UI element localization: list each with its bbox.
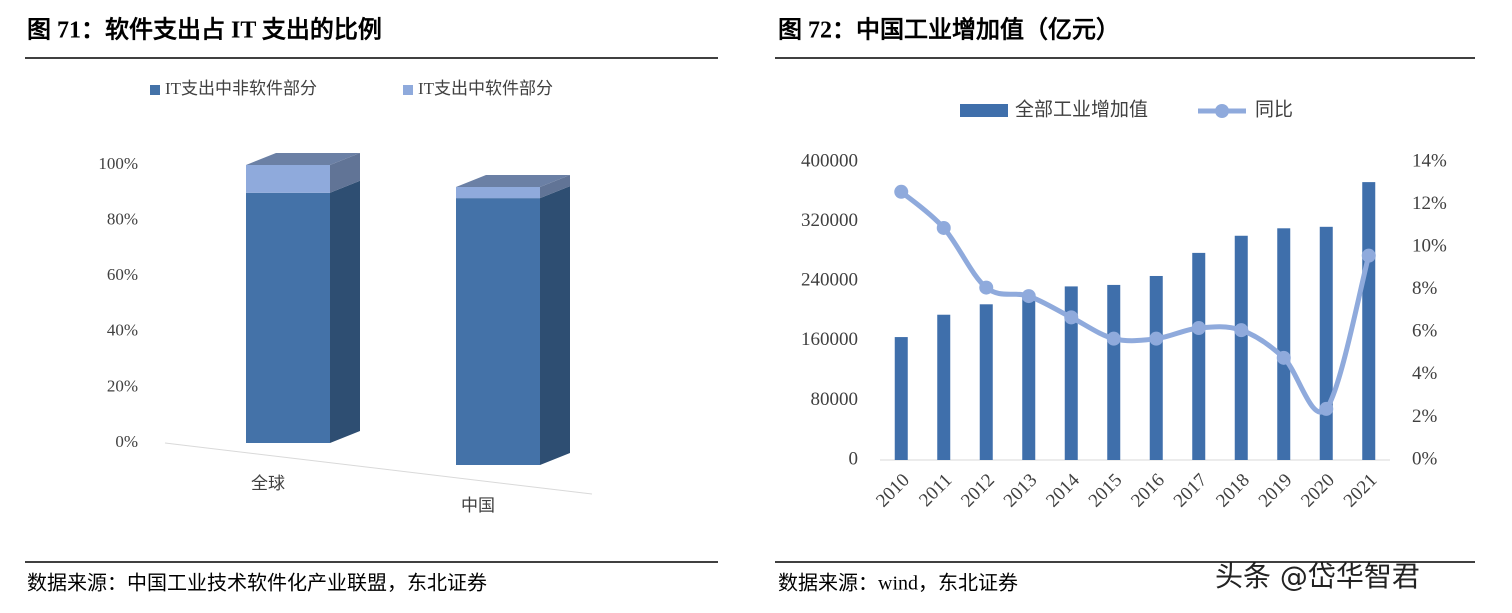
y-tick-label: 240000 — [801, 270, 858, 291]
bar — [1107, 284, 1121, 460]
legend-label: IT支出中软件部分 — [418, 79, 553, 98]
line-marker — [1234, 323, 1249, 338]
y-tick-label: 100% — [98, 154, 138, 173]
line-marker — [979, 280, 994, 295]
line-marker — [1361, 248, 1376, 263]
x-tick-label: 全球 — [251, 474, 285, 493]
y-tick-label: 0 — [849, 448, 859, 469]
line-marker — [894, 184, 909, 199]
y-tick-label: 40% — [107, 321, 138, 340]
y2-tick-label: 14% — [1412, 150, 1447, 171]
line-marker — [1064, 310, 1079, 325]
legend-marker — [1215, 104, 1229, 118]
chart-title: 图 72：中国工业增加值（亿元） — [778, 16, 1120, 44]
watermark: 头条 @岱华智君 — [1215, 560, 1420, 593]
bar-segment — [246, 165, 330, 193]
bar — [894, 337, 908, 460]
legend-label: 同比 — [1255, 98, 1293, 120]
bar-side — [330, 153, 360, 193]
y2-tick-label: 4% — [1412, 363, 1438, 384]
line-marker — [1191, 321, 1206, 336]
baseline — [164, 442, 593, 495]
bar — [1022, 294, 1036, 460]
bar — [1277, 228, 1291, 460]
bar — [1234, 235, 1248, 460]
source: 数据来源：wind，东北证券 — [778, 572, 1018, 595]
bar — [1064, 286, 1078, 460]
y-tick-label: 80000 — [811, 389, 859, 410]
line-marker — [1319, 401, 1334, 416]
y-tick-label: 60% — [107, 265, 138, 284]
source: 数据来源：中国工业技术软件化产业联盟，东北证券 — [27, 572, 487, 595]
legend-swatch — [403, 85, 413, 95]
bar — [1192, 252, 1206, 460]
y2-tick-label: 8% — [1412, 278, 1438, 299]
bar-side — [540, 186, 570, 465]
bar-top — [456, 175, 570, 187]
bar — [937, 314, 951, 460]
bar — [1362, 182, 1376, 461]
line-marker — [1149, 331, 1164, 346]
y2-tick-label: 12% — [1412, 193, 1447, 214]
y-tick-label: 20% — [107, 376, 138, 395]
line-marker — [1021, 289, 1036, 304]
legend-label: 全部工业增加值 — [1015, 98, 1148, 120]
bar-side — [540, 175, 570, 199]
legend-label: IT支出中非软件部分 — [165, 79, 317, 98]
x-tick-label: 中国 — [461, 496, 495, 515]
bar-top — [246, 153, 360, 165]
bar-segment — [246, 192, 330, 443]
bar — [979, 304, 993, 460]
chart-title: 图 71：软件支出占 IT 支出的比例 — [27, 16, 382, 44]
legend-swatch — [960, 104, 1008, 117]
y2-tick-label: 0% — [1412, 448, 1438, 469]
bar-segment — [456, 198, 540, 465]
bar — [1149, 275, 1163, 460]
bar — [1319, 226, 1333, 460]
y-tick-label: 80% — [107, 210, 138, 229]
line-marker — [1106, 331, 1121, 346]
y2-tick-label: 2% — [1412, 406, 1438, 427]
y2-tick-label: 10% — [1412, 236, 1447, 257]
y-tick-label: 320000 — [801, 210, 858, 231]
y-tick-label: 400000 — [801, 150, 858, 171]
bar-segment — [456, 187, 540, 199]
y-tick-label: 160000 — [801, 329, 858, 350]
bar-side — [330, 180, 360, 444]
y-tick-label: 0% — [115, 432, 138, 451]
y2-tick-label: 6% — [1412, 321, 1438, 342]
line-marker — [936, 220, 951, 235]
legend-swatch — [150, 85, 160, 95]
line-marker — [1276, 350, 1291, 365]
